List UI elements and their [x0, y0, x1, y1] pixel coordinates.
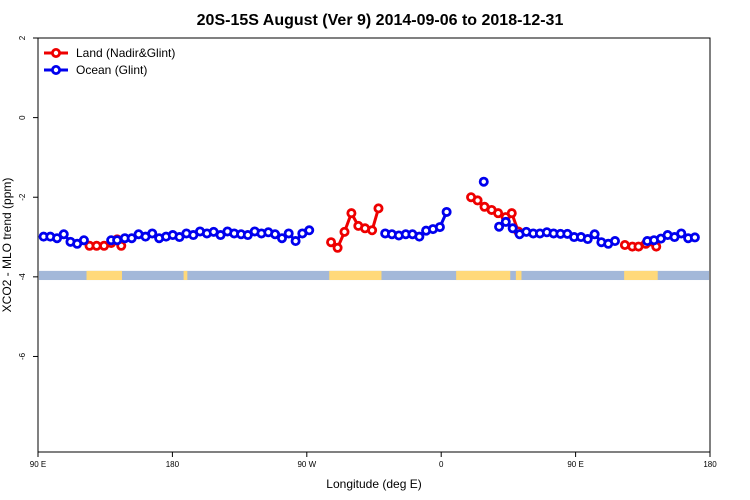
- y-tick-label-3: -4: [18, 273, 27, 281]
- series-1-point-2-8: [434, 222, 445, 233]
- series-1-point-1-27: [290, 236, 301, 247]
- series-layer: [38, 176, 700, 253]
- series-1-point-0-2: [52, 233, 63, 244]
- series-1-point-2-9: [441, 206, 452, 217]
- series-1-point-0-3: [58, 229, 69, 240]
- chart-title: 20S-15S August (Ver 9) 2014-09-06 to 201…: [197, 12, 564, 29]
- series-1-point-1-6: [147, 228, 158, 239]
- legend-label-land: Land (Nadir&Glint): [76, 46, 175, 60]
- series-0-point-1-7: [373, 203, 384, 214]
- series-1-point-4-2: [507, 223, 518, 234]
- series-1-point-4-14: [589, 229, 600, 240]
- series-0-point-1-6: [367, 225, 378, 236]
- x-axis: 90 E 180 90 W 0 90 E 180: [30, 452, 717, 469]
- series-0-point-2-6: [506, 208, 517, 219]
- surface-strip-land-4: [515, 270, 522, 281]
- series-1-point-4-13: [582, 234, 593, 245]
- series-0-point-1-2: [339, 226, 350, 237]
- surface-strip-land-2: [329, 270, 382, 281]
- surface-strip-land-5: [624, 270, 658, 281]
- series-1-point-3-0: [478, 176, 489, 187]
- surface-strip-land-0: [86, 270, 122, 281]
- series-1-point-1-3: [126, 233, 137, 244]
- legend-marker-land: [51, 48, 62, 59]
- legend-label-ocean: Ocean (Glint): [76, 63, 147, 77]
- series-1-point-4-17: [609, 236, 620, 247]
- y-tick-label-1: 0: [18, 115, 27, 120]
- x-tick-label-1: 180: [166, 460, 180, 469]
- series-1: [38, 176, 700, 249]
- surface-strip-land-1: [183, 270, 188, 281]
- series-1-point-1-29: [304, 225, 315, 236]
- series-0-point-1-1: [332, 242, 343, 253]
- series-0-point-1-0: [326, 237, 337, 248]
- x-tick-label-3: 0: [439, 460, 444, 469]
- series-1-point-4-1: [500, 216, 511, 227]
- y-tick-label-2: -2: [18, 193, 27, 201]
- series-1-point-1-26: [283, 228, 294, 239]
- series-1-point-5-5: [676, 228, 687, 239]
- y-tick-label-4: -6: [18, 352, 27, 360]
- surface-strip: [39, 270, 709, 281]
- series-0-point-3-0: [619, 239, 630, 250]
- surface-strip-land-3: [456, 270, 511, 281]
- y-axis-label: XCO2 - MLO trend (ppm): [0, 178, 14, 313]
- series-0: [84, 192, 662, 253]
- x-tick-label-5: 180: [703, 460, 717, 469]
- plot-frame: [37, 37, 711, 453]
- x-tick-label-2: 90 W: [297, 460, 316, 469]
- series-0-point-1-3: [346, 208, 357, 219]
- series-0-point-2-4: [493, 208, 504, 219]
- series-1-point-1-24: [270, 229, 281, 240]
- legend: Land (Nadir&Glint) Ocean (Glint): [44, 46, 175, 77]
- series-1-point-1-1: [112, 235, 123, 246]
- y-tick-label-0: 2: [18, 35, 27, 40]
- x-tick-label-0: 90 E: [30, 460, 46, 469]
- x-axis-label: Longitude (deg E): [326, 477, 421, 491]
- series-1-point-5-7: [689, 232, 700, 243]
- y-axis: 2 0 -2 -4 -6: [18, 35, 38, 360]
- series-1-point-4-0: [494, 221, 505, 232]
- legend-marker-ocean: [51, 65, 62, 76]
- series-0-point-2-1: [472, 195, 483, 206]
- series-1-point-2-5: [414, 231, 425, 242]
- series-1-point-0-6: [78, 235, 89, 246]
- series-1-point-1-25: [276, 233, 287, 244]
- x-tick-label-4: 90 E: [567, 460, 583, 469]
